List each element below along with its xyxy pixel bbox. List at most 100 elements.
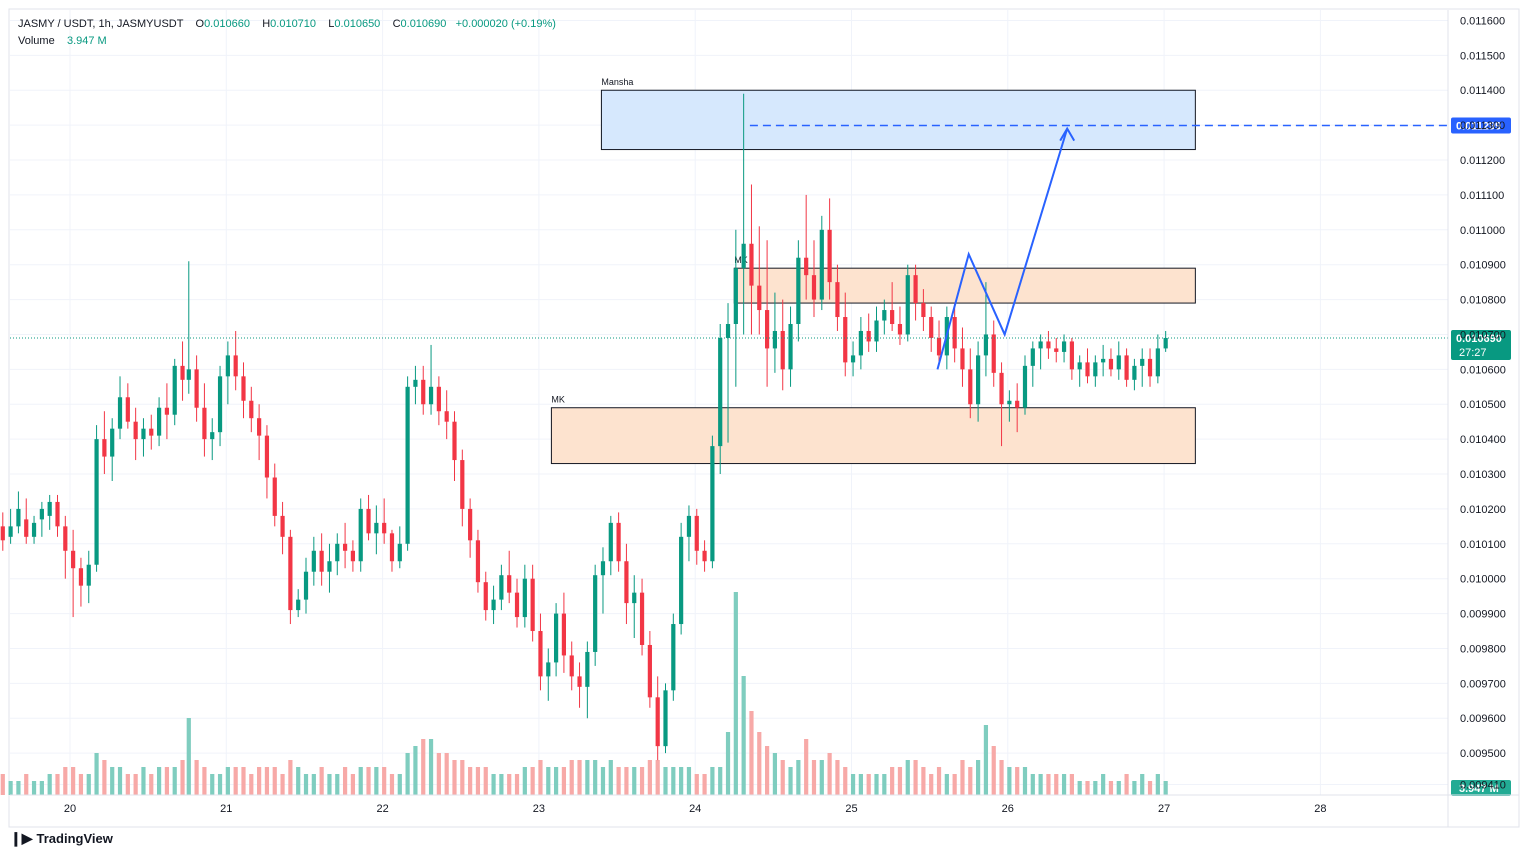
candle-body [1108,358,1114,370]
candle-body [686,515,692,537]
candle-body [78,568,84,586]
close-value: 0.010690 [400,18,447,30]
candle-body [764,310,770,349]
x-tick-label: 28 [1314,803,1326,815]
candle-body [600,561,606,576]
y-tick-label: 0.010000 [1460,574,1506,586]
candle-body [280,515,285,537]
candle-body [1147,358,1153,377]
volume-bar [522,767,527,795]
volume-bar [125,774,130,795]
last-price-tag [1451,329,1511,360]
volume-bar [1077,781,1082,795]
volume-bar [1163,781,1168,795]
volume-bar [149,774,154,795]
volume-bar [16,781,21,795]
candle-body [1155,348,1160,377]
volume-bar [186,718,191,795]
y-tick-label: 0.011500 [1460,50,1505,62]
volume-bar [468,767,473,795]
volume-bar [342,767,348,795]
candle-body [194,369,199,408]
candle-body [530,578,535,632]
candle-body [725,324,731,338]
countdown-label: 27:27 [1459,347,1487,359]
candle-body [350,550,356,562]
candle-body [272,477,277,516]
volume-bar [366,767,371,795]
candle-body [499,575,504,600]
volume-bar [991,746,996,795]
candle-body [1030,348,1035,366]
x-tick-label: 21 [220,803,232,815]
zone-label: MK [551,395,565,405]
candle-body [405,386,410,544]
volume-bar [647,760,652,795]
candle-body [335,543,340,562]
tradingview-logo-icon: ❙▶ [10,830,33,846]
volume-bar [117,767,123,795]
zone-blue-rect [600,89,1196,151]
open-label: O [195,18,205,30]
candle-body [71,550,76,569]
volume-bar [749,711,754,795]
candle-body [1007,400,1012,405]
volume-bar [1085,781,1090,795]
volume-bar [1124,774,1129,795]
candle-body [913,275,918,304]
volume-bar [757,732,762,795]
volume-bar [382,767,387,795]
volume-bar [507,774,512,795]
volume-bar [827,753,832,795]
x-tick-label: 23 [533,803,545,815]
candle-body [749,243,754,286]
low-label: L [328,18,335,30]
symbol-name[interactable]: JASMY / USDT, 1h, JASMYUSDT [18,18,184,30]
candle-body [1038,341,1043,349]
volume-bar [772,753,778,795]
candle-body [366,508,371,534]
candle-body [468,508,473,541]
candle-body [117,397,123,429]
volume-bar [632,767,637,795]
tradingview-branding[interactable]: ❙▶ TradingView [10,830,113,847]
volume-label[interactable]: Volume [18,35,55,47]
volume-bar [936,767,942,795]
volume-bar [1038,774,1043,795]
volume-bar [280,774,285,795]
candle-body [850,355,856,363]
y-tick-label: 0.011200 [1460,155,1505,167]
candle-body [374,522,379,534]
candle-body [327,561,332,572]
volume-bar [475,767,481,795]
symbol-legend: JASMY / USDT, 1h, JASMYUSDT O0.010660 H0… [18,18,556,30]
chart-border [8,8,1520,828]
candle-body [663,690,668,747]
volume-bar [858,774,863,795]
volume-bar [78,774,84,795]
volume-bar [741,676,746,795]
y-tick-label: 0.009500 [1460,748,1506,760]
candle-body [835,282,840,318]
candle-body [999,372,1004,405]
volume-bar [405,753,410,795]
candle-body [952,317,957,349]
volume-bar [210,774,215,795]
candle-body [164,407,170,415]
volume-bar [608,760,613,795]
candle-body [16,508,21,527]
candle-body [679,536,684,625]
candle-body [897,324,903,335]
volume-bar [0,774,5,795]
volume-bar [63,767,68,795]
volume-bar [561,767,567,795]
candle-body [311,550,316,572]
candle-body [1116,355,1121,370]
y-tick-label: 0.010700 [1460,329,1506,341]
candle-body [475,540,481,583]
candle-body [1022,365,1028,408]
low-value: 0.010650 [334,18,381,30]
candle-body [874,320,879,342]
candle-body [342,543,348,551]
